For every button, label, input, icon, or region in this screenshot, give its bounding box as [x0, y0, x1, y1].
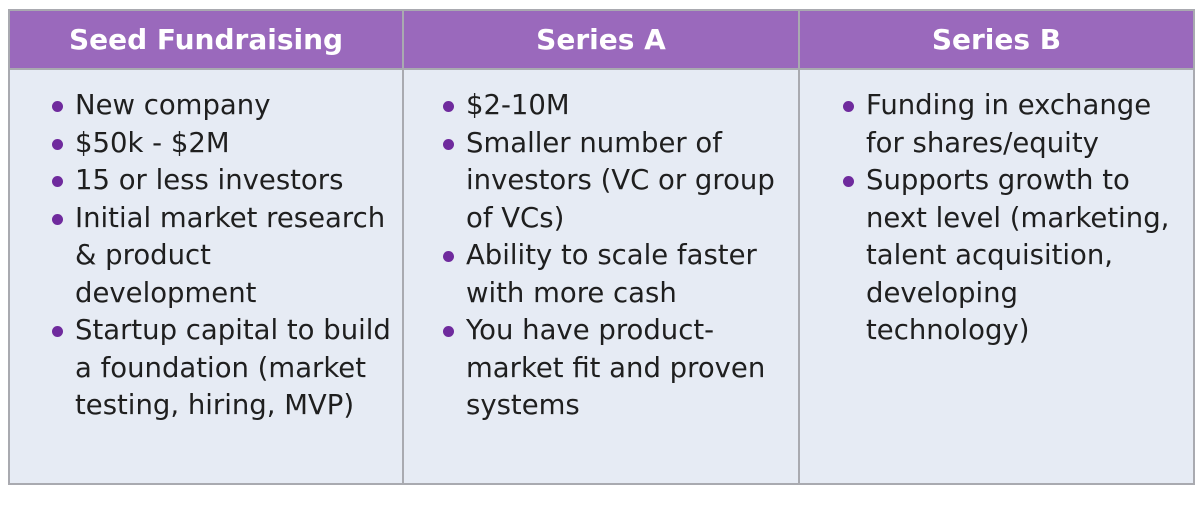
- list-item-text: Startup capital to build a foundation (m…: [75, 314, 391, 421]
- bullet-icon: [52, 101, 63, 112]
- header-series-a: Series A: [404, 11, 800, 70]
- list-item: Startup capital to build a foundation (m…: [10, 312, 402, 425]
- funding-stages-table: Seed Fundraising Series A Series B New c…: [8, 9, 1195, 485]
- seed-fundraising-list: New company $50k - $2M 15 or less invest…: [10, 87, 402, 425]
- list-item-text: $50k - $2M: [75, 126, 230, 159]
- list-item-text: Funding in exchange for shares/equity: [866, 89, 1152, 159]
- bullet-icon: [843, 101, 854, 112]
- bullet-icon: [443, 326, 454, 337]
- bullet-icon: [52, 326, 63, 337]
- list-item-text: Supports growth to next level (marketing…: [866, 164, 1170, 346]
- list-item: 15 or less investors: [10, 162, 402, 200]
- header-series-b: Series B: [800, 11, 1193, 70]
- bullet-icon: [52, 213, 63, 225]
- bullet-icon: [443, 101, 454, 112]
- bullet-icon: [443, 251, 454, 262]
- list-item: Initial market research & product develo…: [10, 200, 402, 313]
- list-item: New company: [10, 87, 402, 125]
- list-item-text: Smaller number of investors (VC or group…: [466, 126, 775, 234]
- list-item: $50k - $2M: [10, 125, 402, 163]
- series-b-list: Funding in exchange for shares/equity Su…: [800, 87, 1193, 350]
- list-item-text: 15 or less investors: [75, 164, 344, 196]
- list-item: $2-10M: [404, 87, 798, 125]
- list-item: Supports growth to next level (marketing…: [800, 162, 1193, 350]
- cell-series-a: $2-10M Smaller number of investors (VC o…: [404, 70, 800, 483]
- series-a-list: $2-10M Smaller number of investors (VC o…: [404, 87, 798, 425]
- bullet-icon: [52, 176, 63, 187]
- bullet-icon: [843, 176, 854, 187]
- list-item-text: New company: [75, 89, 271, 121]
- list-item-text: Ability to scale faster with more cash: [466, 239, 757, 309]
- list-item: Funding in exchange for shares/equity: [800, 87, 1193, 162]
- header-seed-fundraising: Seed Fundraising: [10, 11, 404, 70]
- list-item: Smaller number of investors (VC or group…: [404, 125, 798, 238]
- bullet-icon: [443, 138, 454, 150]
- cell-seed-fundraising: New company $50k - $2M 15 or less invest…: [10, 70, 404, 483]
- list-item-text: You have product-market fit and proven s…: [466, 314, 766, 421]
- bullet-icon: [52, 138, 63, 150]
- list-item: Ability to scale faster with more cash: [404, 237, 798, 312]
- list-item: You have product-market fit and proven s…: [404, 312, 798, 425]
- list-item-text: $2-10M: [466, 89, 570, 121]
- cell-series-b: Funding in exchange for shares/equity Su…: [800, 70, 1193, 483]
- list-item-text: Initial market research & product develo…: [75, 201, 386, 309]
